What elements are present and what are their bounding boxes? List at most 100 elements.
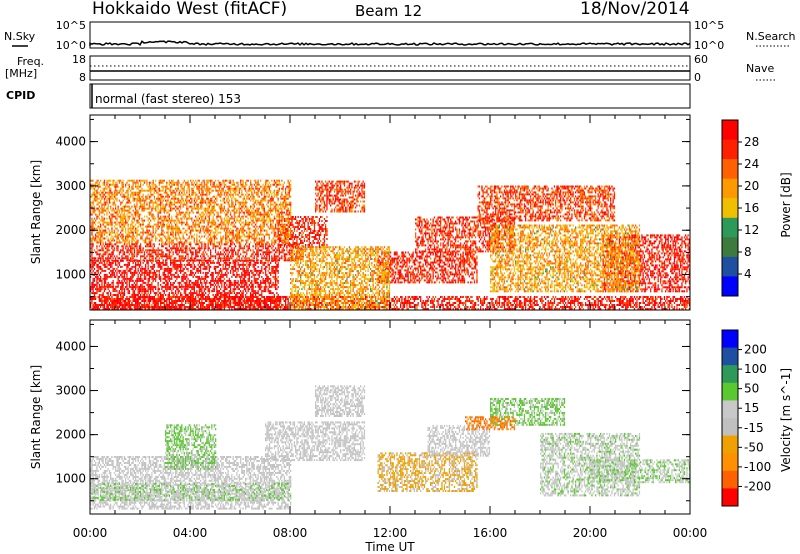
power-cell [337, 196, 339, 199]
power-cell [362, 184, 364, 187]
power-cell [410, 273, 412, 276]
power-cell [181, 298, 183, 300]
power-cell [307, 238, 309, 240]
power-cell [102, 243, 104, 246]
power-cell [110, 273, 112, 276]
power-cell [191, 298, 193, 300]
power-cell [326, 238, 328, 240]
power-cell [191, 294, 193, 296]
power-cell [205, 277, 207, 280]
power-cell [390, 265, 392, 268]
power-cell [391, 267, 393, 270]
power-cell [152, 255, 154, 258]
power-cell [153, 304, 155, 306]
power-cell [217, 294, 219, 296]
power-cell [475, 244, 477, 247]
power-cell [133, 251, 136, 254]
power-cell [96, 245, 98, 248]
power-cell [151, 267, 153, 270]
power-cell [318, 246, 321, 248]
power-cell [135, 267, 137, 270]
power-cell [212, 275, 214, 278]
power-cell [455, 220, 457, 223]
power-cell [181, 243, 183, 246]
power-cell [300, 226, 302, 228]
power-cell [436, 259, 438, 262]
power-cell [132, 253, 134, 256]
power-cell [111, 245, 113, 248]
power-cell [180, 249, 182, 252]
power-cell [277, 279, 279, 282]
power-cell [332, 180, 334, 183]
power-cell [360, 194, 362, 197]
power-cell [181, 247, 183, 250]
power-cell [236, 267, 238, 270]
power-cell [361, 196, 363, 199]
power-cell [107, 255, 109, 258]
power-cell [450, 230, 452, 233]
power-cell [201, 298, 203, 300]
power-cell [387, 275, 389, 278]
power-cell [240, 279, 242, 282]
power-cell [345, 206, 347, 209]
power-cell [426, 273, 428, 276]
power-cell [175, 275, 177, 278]
power-cell [431, 240, 433, 243]
power-cell [116, 290, 118, 293]
power-cell [213, 267, 215, 270]
power-cell [281, 251, 283, 254]
power-cell [210, 259, 212, 262]
power-cell [435, 267, 437, 270]
power-cell [92, 277, 94, 280]
power-cell [421, 255, 423, 258]
power-cell [260, 288, 262, 291]
power-cell [178, 251, 180, 254]
power-cell [425, 259, 427, 262]
power-cell [166, 286, 168, 289]
power-cell [421, 257, 423, 260]
power-cell [315, 180, 317, 183]
power-cell [248, 273, 250, 276]
power-cell [292, 224, 294, 226]
power-cell [132, 257, 134, 260]
power-cell [97, 290, 99, 293]
power-cell [447, 240, 449, 243]
power-cell [458, 279, 461, 282]
power-cell [265, 290, 267, 293]
power-cell [265, 243, 267, 246]
power-cell [235, 283, 237, 286]
power-cell [285, 243, 287, 246]
power-cell [362, 206, 364, 209]
power-cell [415, 281, 417, 284]
power-cell [326, 234, 328, 236]
power-cell [318, 208, 321, 211]
power-cell [228, 281, 230, 284]
power-cell [326, 186, 328, 189]
power-cell [122, 298, 124, 300]
power-cell [91, 261, 93, 264]
power-cell [196, 294, 198, 296]
power-cell [327, 184, 329, 187]
power-cell [251, 285, 253, 288]
power-cell [121, 245, 123, 248]
power-cell [197, 247, 199, 250]
power-cell [222, 275, 224, 278]
power-cell [458, 275, 461, 278]
power-cell [208, 304, 210, 306]
power-cell [157, 308, 159, 310]
power-cell [111, 259, 113, 262]
power-cell [97, 249, 99, 252]
power-cell [250, 281, 252, 284]
power-cell [172, 245, 174, 248]
power-cell [430, 253, 432, 256]
power-cell [351, 208, 353, 211]
power-cell [260, 279, 262, 282]
power-cell [196, 290, 198, 293]
power-cell [112, 259, 114, 262]
freq-strip: 18 8 60 0 Freq. [MHz] Nave [5, 53, 776, 84]
power-cell [152, 300, 154, 302]
power-cell [98, 285, 101, 288]
power-cell [93, 304, 96, 306]
power-cell [302, 226, 304, 228]
power-cell [320, 216, 322, 218]
